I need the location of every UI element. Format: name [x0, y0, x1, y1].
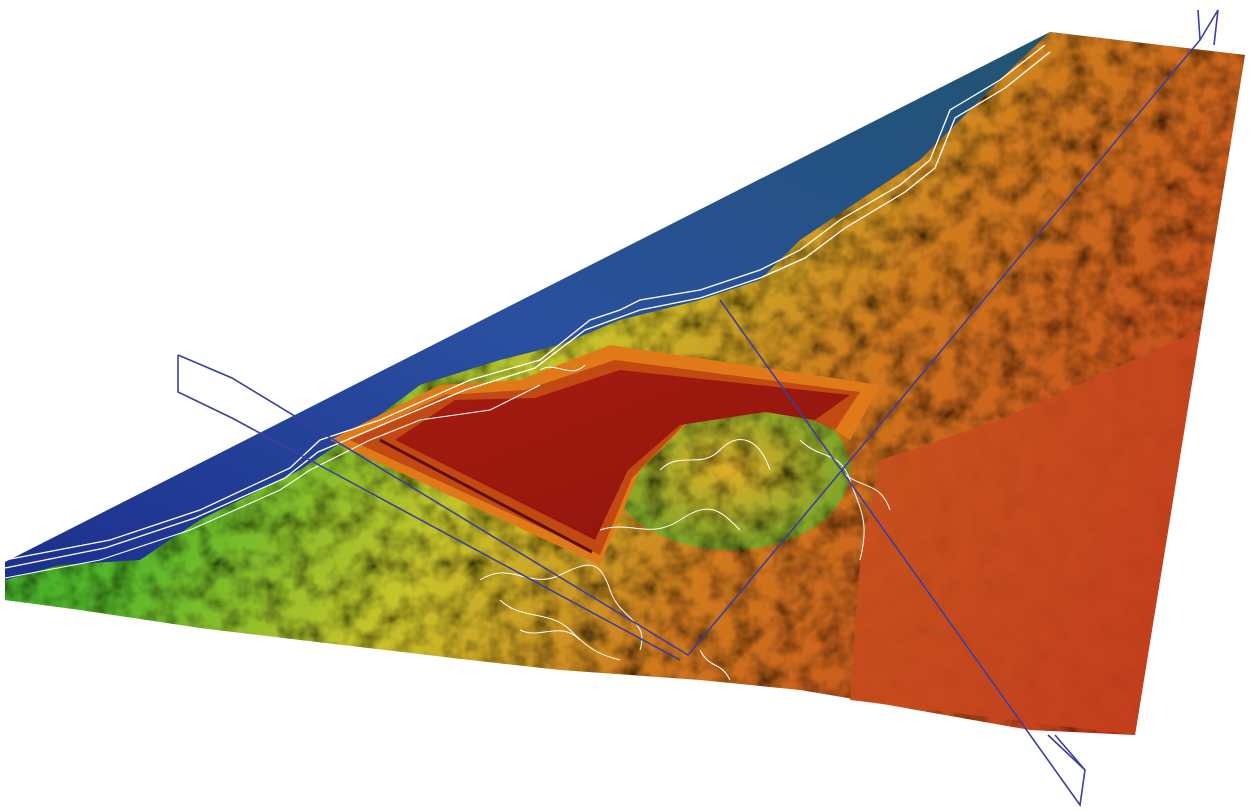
coast-contour-2: [4, 51, 1051, 569]
coast-contour-3: [4, 384, 541, 579]
section-plane-1: [177, 9, 1219, 661]
coast-contour-1: [4, 44, 1046, 561]
section-plane-2: [719, 299, 1086, 808]
interior-contours: [479, 364, 891, 681]
pit-terrace-line: [379, 438, 593, 554]
eastern-high-zone: [850, 55, 1245, 735]
excavation-pit-floor: [395, 370, 850, 540]
